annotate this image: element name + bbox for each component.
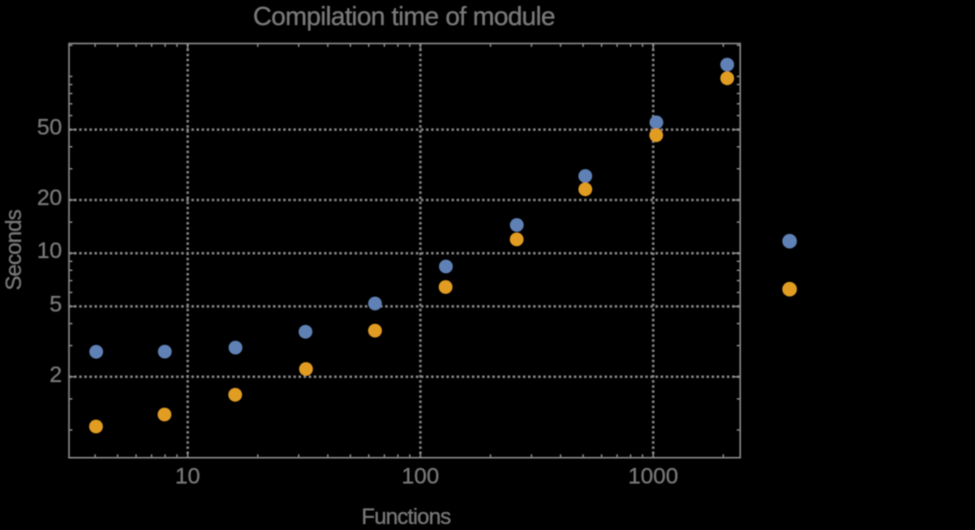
svg-text:10: 10 bbox=[175, 464, 200, 489]
svg-text:Seconds: Seconds bbox=[1, 209, 26, 290]
svg-text:1000: 1000 bbox=[628, 464, 678, 489]
svg-text:20: 20 bbox=[37, 185, 62, 210]
svg-text:Functions: Functions bbox=[361, 504, 451, 525]
svg-text:5: 5 bbox=[49, 291, 62, 316]
svg-text:50: 50 bbox=[37, 115, 62, 140]
svg-text:2: 2 bbox=[49, 362, 62, 387]
svg-text:Compilation time of module: Compilation time of module bbox=[253, 1, 555, 31]
svg-text:100: 100 bbox=[402, 464, 440, 489]
svg-text:10: 10 bbox=[37, 238, 62, 263]
